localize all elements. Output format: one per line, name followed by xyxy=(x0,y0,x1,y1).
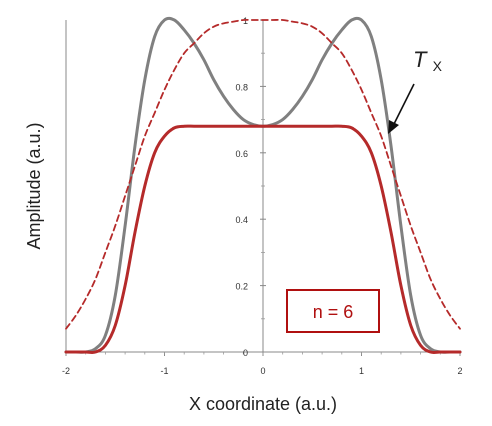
y-tick-label: 0.2 xyxy=(235,282,248,292)
tx-arrow-head xyxy=(388,120,399,134)
y-axis-title: Amplitude (a.u.) xyxy=(24,122,44,249)
n-equals-box: n = 6 xyxy=(286,289,380,333)
x-tick-label: 1 xyxy=(359,366,364,376)
y-tick-label: 1 xyxy=(243,16,248,26)
y-tick-label: 0.8 xyxy=(235,82,248,92)
tx-arrow-line xyxy=(392,83,415,127)
dashed-red-curve xyxy=(65,18,461,330)
x-tick-label: -1 xyxy=(160,366,168,376)
tx-subscript-label: X xyxy=(433,58,443,74)
y-ticks: 0 0.2 0.4 0.6 0.8 1 xyxy=(235,16,266,358)
n-box-label: n = 6 xyxy=(313,302,354,322)
n-box-border xyxy=(286,289,380,333)
tx-main-label: T xyxy=(413,47,428,72)
y-tick-label: 0.6 xyxy=(235,149,248,159)
y-tick-label: 0 xyxy=(243,348,248,358)
x-tick-label: 0 xyxy=(260,366,265,376)
x-tick-label: -2 xyxy=(62,366,70,376)
svg-text:T X: T X xyxy=(413,47,443,74)
x-ticks: -2 -1 0 1 2 xyxy=(62,352,463,376)
tx-annotation: T X xyxy=(388,47,443,134)
plot-area: -2 -1 0 1 2 0 0.2 0.4 0.6 0.8 1 xyxy=(62,16,463,376)
x-axis-title: X coordinate (a.u.) xyxy=(189,394,337,414)
y-tick-label: 0.4 xyxy=(235,215,248,225)
series-layer xyxy=(64,16,462,354)
flat-top-red-curve xyxy=(64,124,462,354)
x-tick-label: 2 xyxy=(457,366,462,376)
